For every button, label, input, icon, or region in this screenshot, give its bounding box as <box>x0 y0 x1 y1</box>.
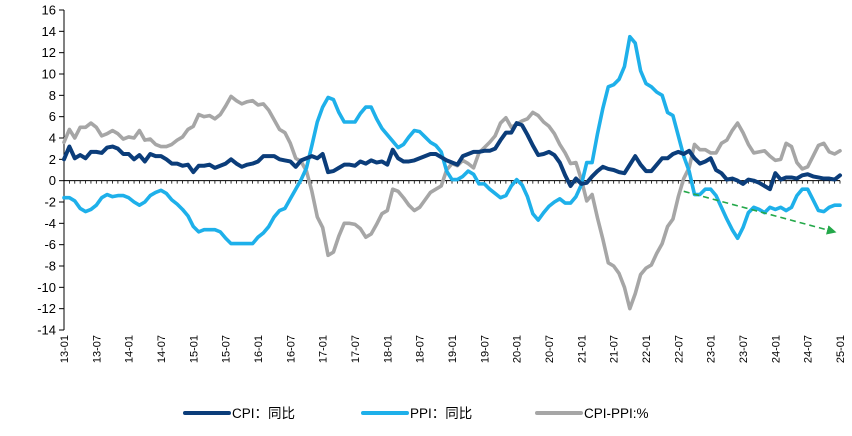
x-tick-label: 20-07 <box>544 335 556 363</box>
x-tick-label: 18-01 <box>382 335 394 363</box>
legend-item: CPI：同比 <box>183 406 295 421</box>
y-tick-label: 0 <box>49 173 56 188</box>
y-tick-label: -12 <box>37 301 56 316</box>
y-tick-label: -8 <box>44 259 56 274</box>
x-tick-label: 22-07 <box>673 335 685 363</box>
legend-item: CPI-PPI:% <box>535 406 649 421</box>
x-tick-label: 25-01 <box>835 335 847 363</box>
y-tick-label: -10 <box>37 280 56 295</box>
legend-label: PPI：同比 <box>410 406 472 421</box>
x-tick-label: 14-01 <box>124 335 136 363</box>
x-tick-label: 22-01 <box>641 335 653 363</box>
y-tick-label: -4 <box>44 216 56 231</box>
x-tick-label: 16-07 <box>285 335 297 363</box>
x-tick-label: 23-01 <box>706 335 718 363</box>
x-tick-label: 13-07 <box>91 335 103 363</box>
y-tick-label: -6 <box>44 237 56 252</box>
y-tick-label: -14 <box>37 323 56 338</box>
x-tick-label: 17-01 <box>318 335 330 363</box>
x-tick-label: 14-07 <box>156 335 168 363</box>
x-tick-label: 16-01 <box>253 335 265 363</box>
x-tick-label: 15-01 <box>188 335 200 363</box>
x-tick-label: 21-07 <box>609 335 621 363</box>
x-tick-label: 20-01 <box>512 335 524 363</box>
y-tick-label: -2 <box>44 195 56 210</box>
y-tick-label: 10 <box>42 67 56 82</box>
x-tick-label: 23-07 <box>738 335 750 363</box>
series-line <box>62 34 842 246</box>
y-tick-label: 16 <box>42 3 56 18</box>
y-tick-label: 2 <box>49 152 56 167</box>
legend-item: PPI：同比 <box>361 406 472 421</box>
y-tick-label: 8 <box>49 88 56 103</box>
x-tick-label: 15-07 <box>221 335 233 363</box>
y-tick-label: 4 <box>49 131 56 146</box>
x-tick-label: 19-07 <box>479 335 491 363</box>
x-tick-label: 19-01 <box>447 335 459 363</box>
legend-label: CPI：同比 <box>232 406 295 421</box>
y-tick-label: 12 <box>42 45 56 60</box>
x-tick-label: 13-01 <box>59 335 71 363</box>
x-tick-label: 18-07 <box>415 335 427 363</box>
legend-label: CPI-PPI:% <box>584 406 649 421</box>
x-tick-label: 24-01 <box>770 335 782 363</box>
y-tick-label: 6 <box>49 109 56 124</box>
y-tick-label: 14 <box>42 24 56 39</box>
trend-arrow <box>683 190 837 235</box>
x-tick-label: 24-07 <box>803 335 815 363</box>
series-line <box>62 121 842 192</box>
x-tick-label: 17-07 <box>350 335 362 363</box>
x-tick-label: 21-01 <box>576 335 588 363</box>
